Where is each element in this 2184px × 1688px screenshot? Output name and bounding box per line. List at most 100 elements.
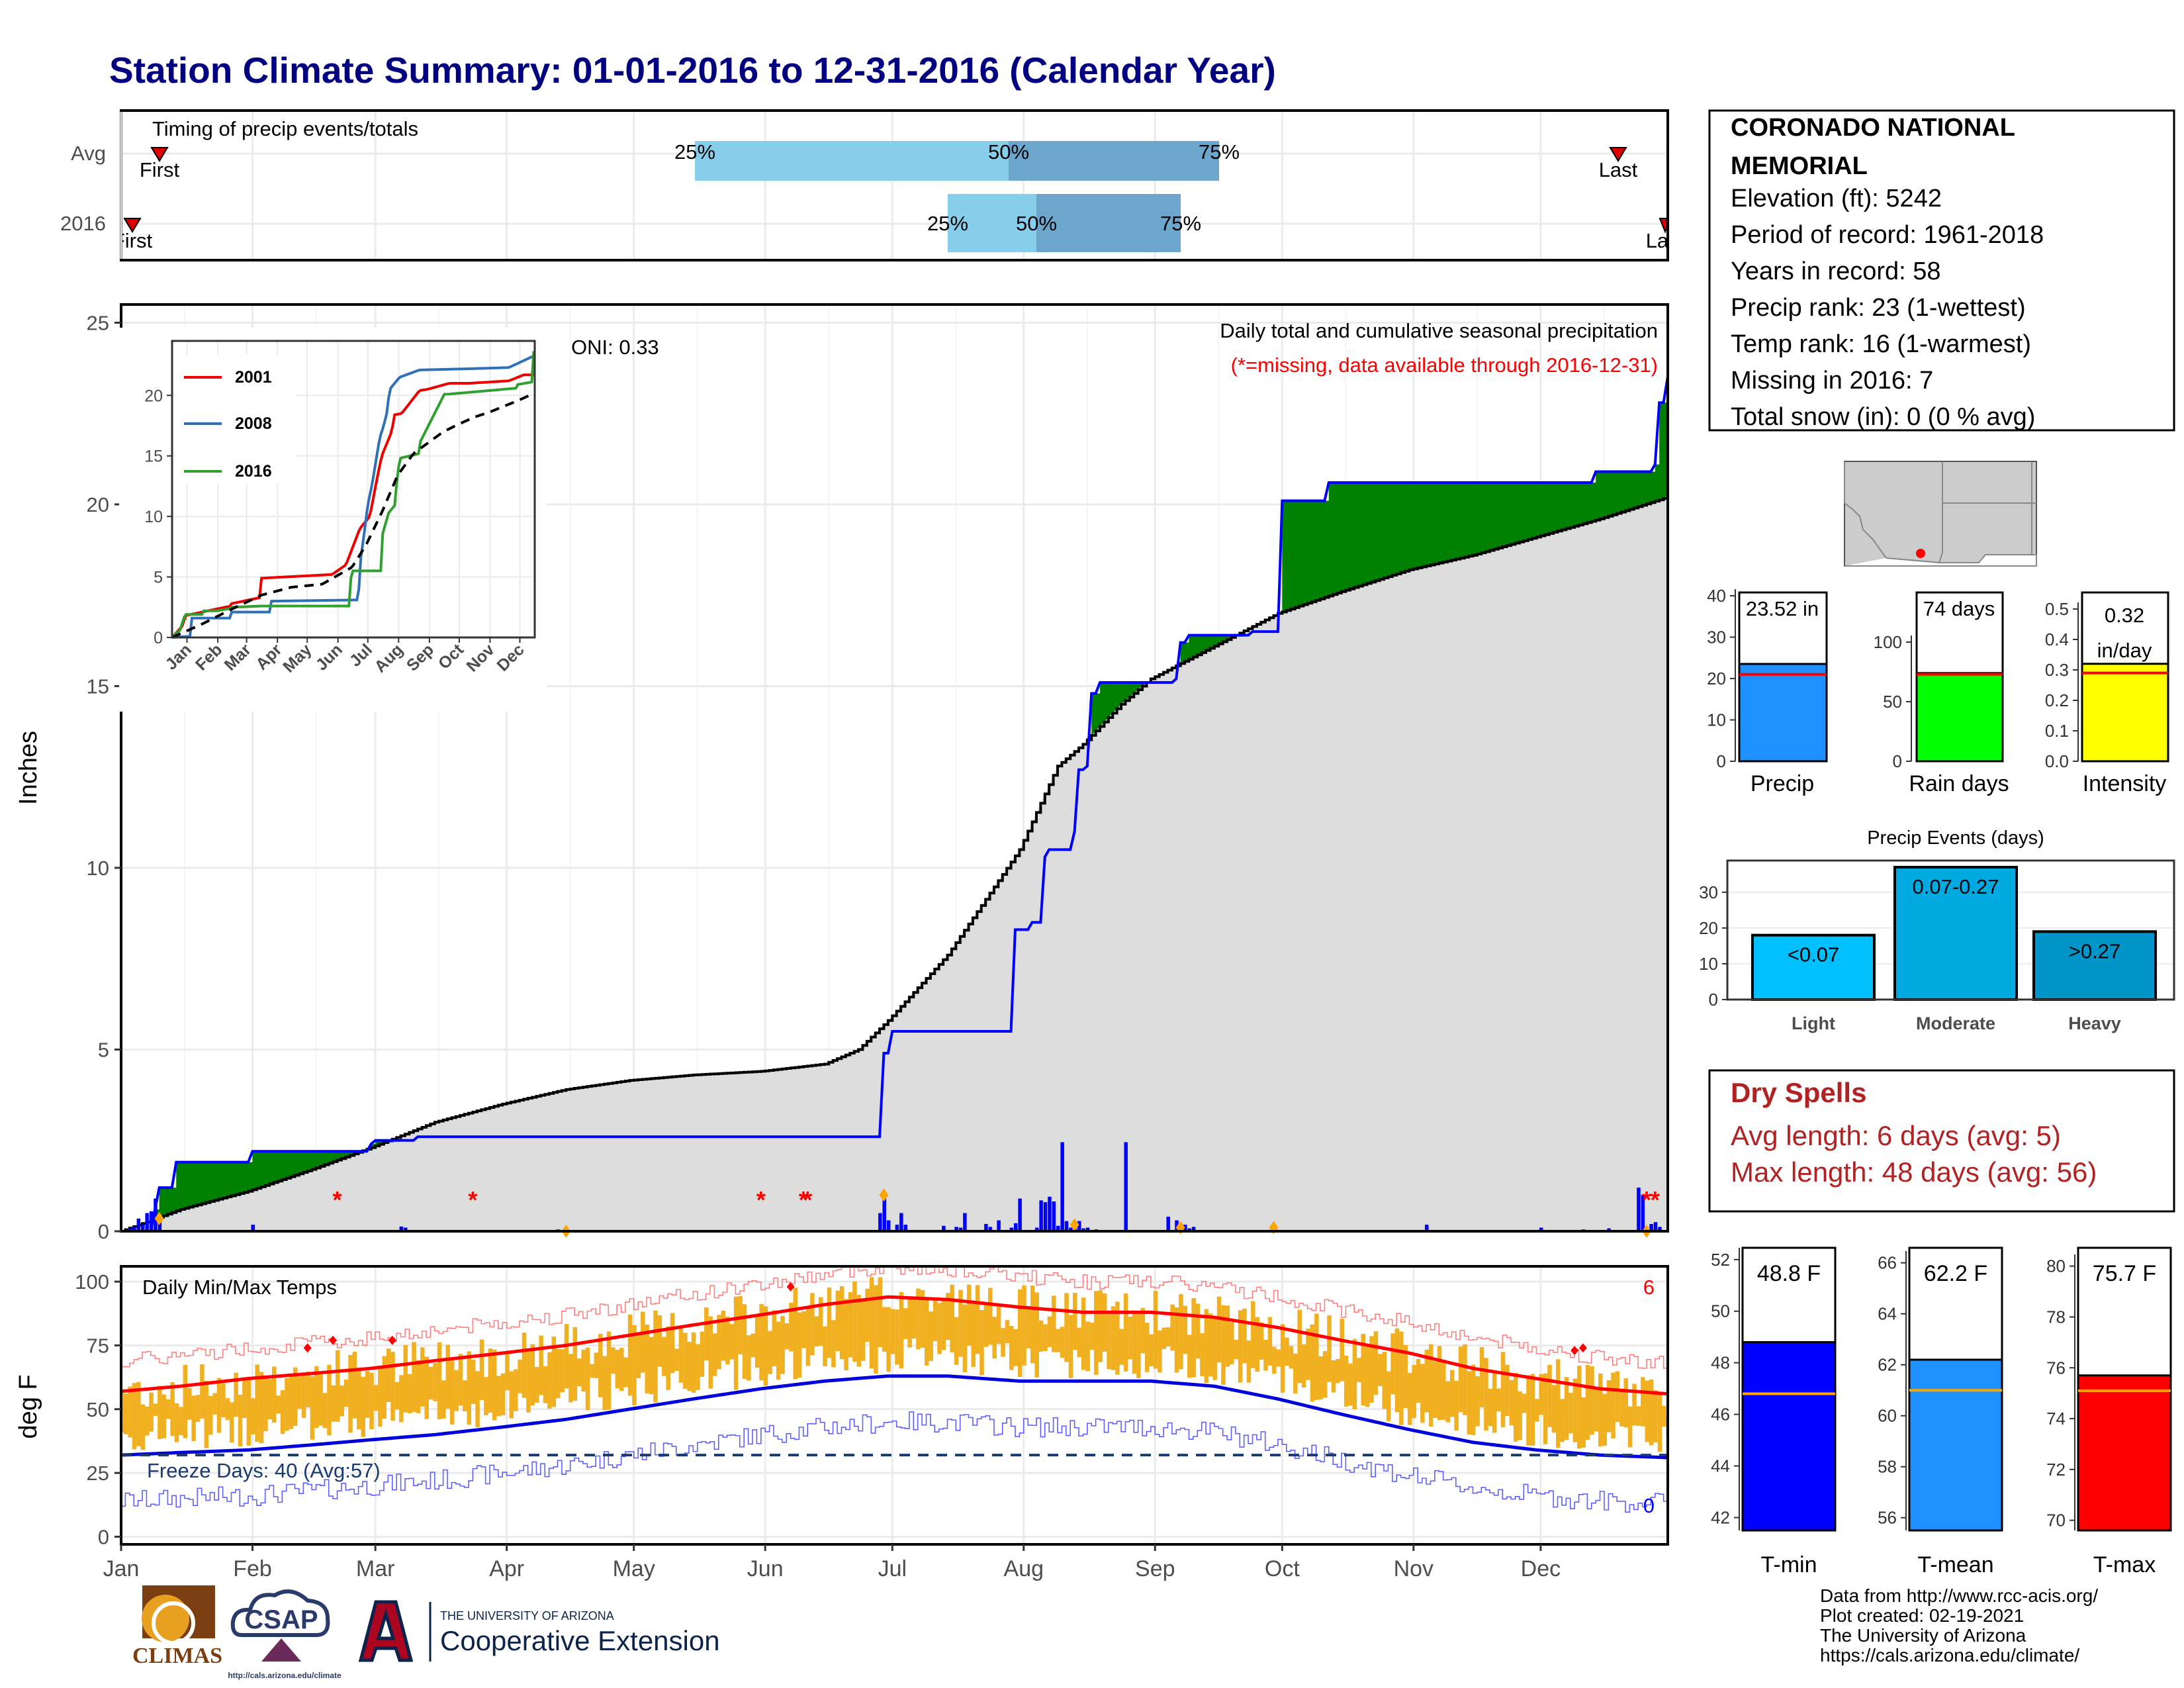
events-bar-label: Light [1792,1013,1835,1033]
daily-precip-bar [997,1220,1001,1231]
daily-temp-range-bar [1140,1307,1146,1354]
daily-temp-range-bar [1136,1313,1141,1379]
daily-temp-range-bar [623,1357,628,1387]
daily-temp-range-bar [1653,1390,1658,1442]
daily-temp-range-bar [1577,1366,1582,1449]
heavy-event-marker [154,1211,164,1225]
station-name-line: CORONADO NATIONAL [1731,114,2015,142]
daily-temp-range-bar [1556,1359,1561,1448]
daily-temp-range-bar [153,1403,158,1416]
daily-precip-bar [1052,1201,1056,1231]
mini-y-tick-label: 10 [1707,710,1726,730]
anomaly-slice [214,1162,219,1201]
daily-temp-range-bar [754,1317,760,1368]
daily-temp-range-bar [606,1331,612,1410]
daily-temp-range-bar [954,1317,959,1365]
tmax-bar: 70 72 74 76 78 80 [2046,1246,2172,1532]
daily-temp-range-bar [318,1372,323,1426]
daily-temp-range-bar [479,1339,484,1400]
anomaly-slice [1447,483,1453,561]
daily-temp-range-bar [598,1333,603,1397]
daily-precip-bar [403,1227,408,1231]
daily-temp-range-bar [950,1284,954,1352]
anomaly-slice [1345,483,1351,590]
daily-temp-range-bar [1509,1380,1514,1426]
legend-label-2001: 2001 [235,368,272,387]
timing-label: Timing of precip events/totals [152,117,418,140]
daily-temp-range-bar [1632,1383,1637,1426]
daily-temp-range-bar [1500,1352,1506,1428]
climas-logo-sun [142,1595,189,1642]
daily-temp-range-bar [700,1331,705,1378]
anomaly-slice [1481,483,1486,553]
anomaly-slice [1218,635,1224,644]
record-high-line [121,1266,1668,1369]
daily-temp-range-bar [823,1326,827,1366]
anomaly-slice [1303,500,1308,605]
daily-temp-range-bar [539,1335,543,1395]
daily-temp-range-bar [1386,1371,1391,1421]
anomaly-slice [1430,483,1435,565]
daily-temp-range-bar [1662,1405,1666,1427]
daily-temp-range-bar [780,1316,785,1374]
intensity-bar: 0.0 0.1 0.2 0.3 0.4 0.5 [2045,591,2169,771]
mini-y-tick-label: 46 [1711,1405,1730,1425]
map-mexico-border [1844,554,2037,567]
events-bar-range: 0.07-0.27 [1913,875,1999,898]
daily-temp-range-bar [958,1289,963,1357]
anomaly-slice [1574,483,1580,526]
daily-temp-range-bar [1449,1370,1455,1417]
daily-temp-range-bar [1602,1393,1607,1446]
daily-temp-range-bar [1098,1289,1103,1362]
mini-y-tick-label: 0 [1893,751,1902,771]
month-tick-label: Aug [1004,1556,1044,1581]
footer-plot-created: Plot created: 02-19-2021 [1820,1605,2024,1626]
anomaly-slice [295,1151,300,1176]
daily-temp-range-bar [895,1309,899,1365]
y-tick-label: 5 [98,1038,109,1061]
anomaly-slice [1464,483,1469,557]
anomaly-slice [189,1162,194,1207]
daily-temp-range-bar [1314,1313,1319,1400]
temp-y-axis-title: deg F [15,1374,42,1438]
temp-y-tick-label: 25 [87,1462,109,1485]
daily-temp-range-bar [1598,1374,1603,1447]
daily-temp-range-bar [1657,1394,1662,1452]
daily-temp-range-bar [555,1348,561,1399]
daily-temp-range-bar [916,1288,921,1350]
daily-temp-range-bar [988,1288,993,1345]
y2016-q75-label: 75% [1160,212,1201,235]
oni-label: ONI: 0.33 [571,336,659,359]
daily-temp-range-bar [1272,1346,1277,1374]
daily-temp-range-bar [301,1374,306,1418]
precip-y-axis: 0 5 10 15 20 25 [87,311,121,1243]
daily-temp-range-bar [212,1393,217,1415]
daily-temp-range-bar [742,1304,747,1379]
record-high-marker [329,1335,338,1345]
station-location-marker [1916,549,1925,558]
daily-temp-range-bar [1441,1361,1446,1421]
anomaly-slice [1582,483,1588,524]
daily-temp-range-bar [407,1374,412,1413]
dry-spells-title: Dry Spells [1731,1077,1866,1108]
daily-temp-range-bar [1221,1305,1226,1385]
daily-temp-range-bar [1013,1329,1018,1366]
tmax-bar-value: 75.7 F [2093,1261,2156,1286]
daily-precip-bar [958,1227,963,1231]
daily-temp-range-bar [390,1352,395,1421]
month-tick-label: Nov [1394,1556,1433,1581]
station-precip-rank: Precip rank: 23 (1-wettest) [1731,294,2026,322]
daily-precip-bar [128,1228,132,1231]
daily-temp-range-bar [1522,1393,1527,1413]
daily-temp-range-bar [712,1333,717,1376]
mini-y-tick-label: 0.3 [2045,660,2069,680]
daily-temp-range-bar [1467,1371,1472,1435]
anomaly-slice [231,1162,236,1196]
y-tick-label: 20 [87,493,109,516]
daily-temp-range-bar [250,1398,255,1434]
daily-precip-bar [886,1220,891,1231]
daily-temp-range-bar [200,1364,205,1419]
daily-temp-range-bar [1149,1334,1154,1367]
anomaly-slice [1222,635,1228,642]
daily-temp-range-bar [1479,1347,1484,1408]
